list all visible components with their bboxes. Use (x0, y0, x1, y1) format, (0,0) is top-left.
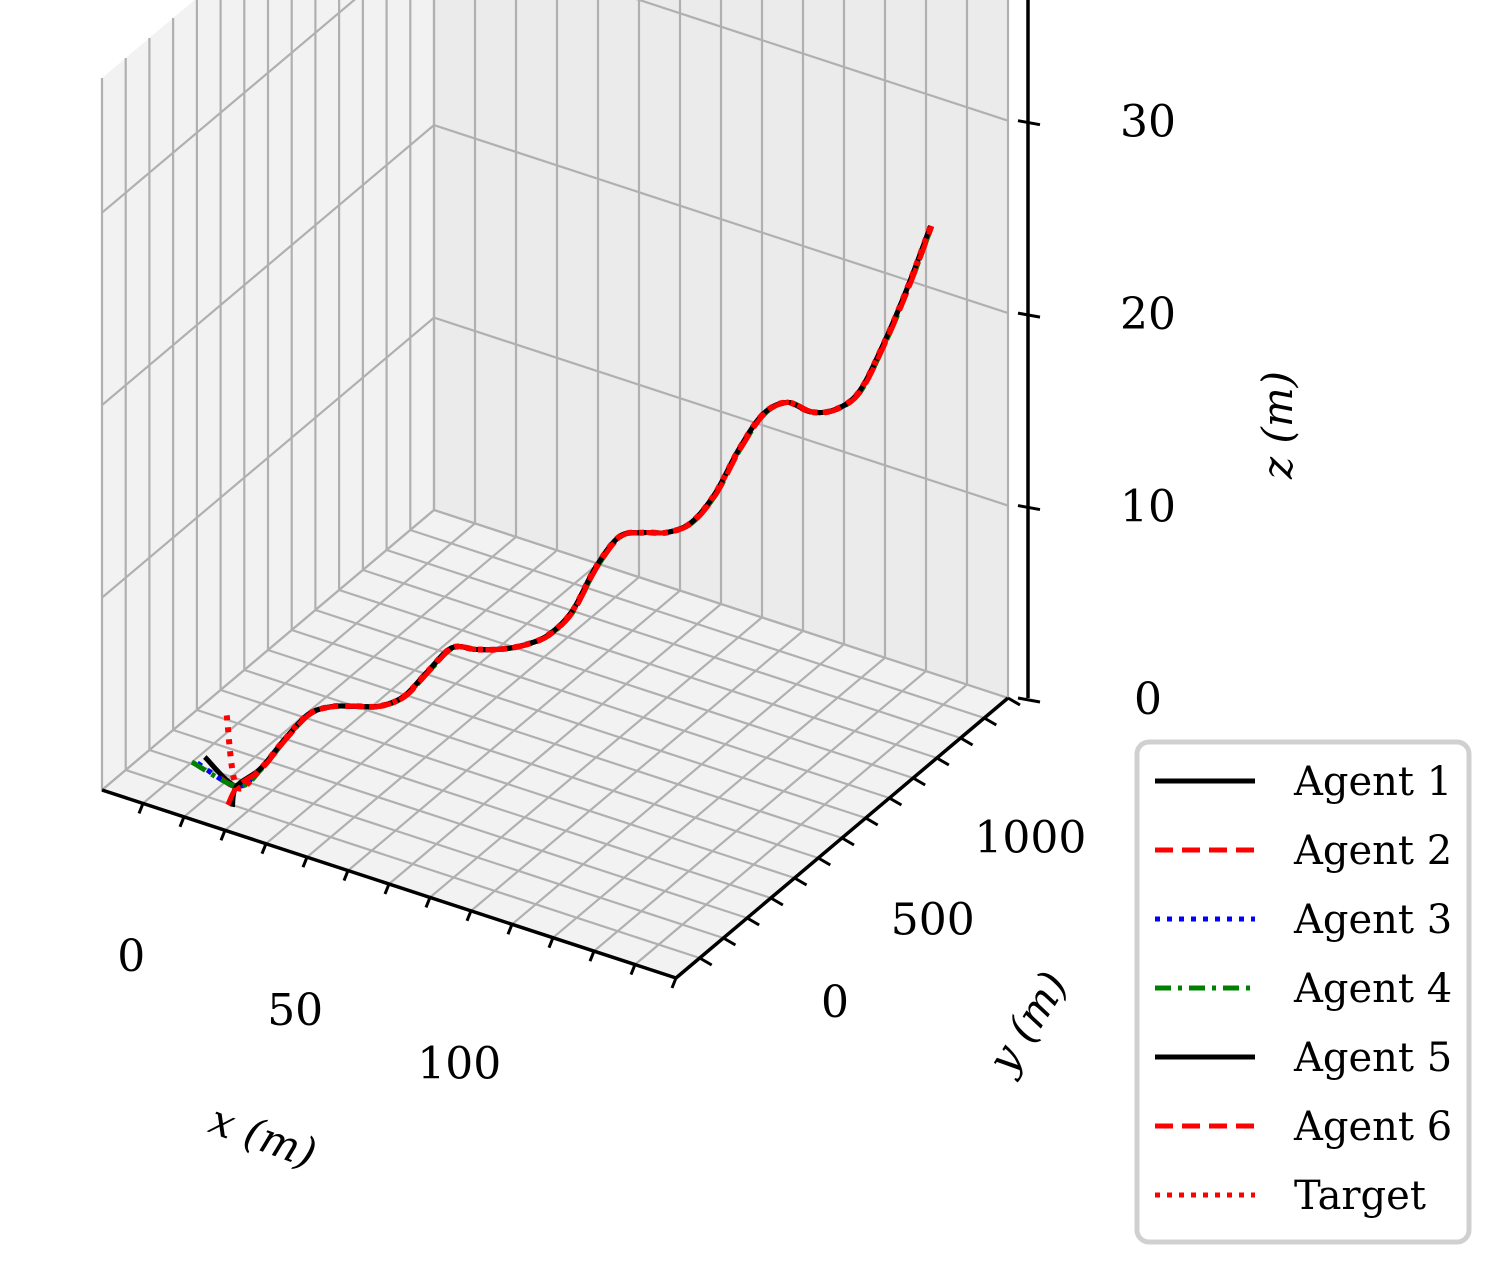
x-tick-mark (547, 937, 555, 949)
x-tick-mark (137, 802, 145, 814)
z-tick-label: 20 (1120, 289, 1176, 340)
x-tick-mark (301, 856, 309, 868)
x-tick-mark (506, 923, 514, 935)
x-tick-label: 100 (417, 1039, 501, 1090)
y-tick-label: 0 (821, 977, 849, 1028)
grid-line-z (101, 0, 1009, 214)
z-tick-label: 30 (1120, 97, 1176, 148)
grid-line-z (101, 123, 1009, 406)
legend-entry-label: Target (1294, 1173, 1426, 1219)
y-tick-mark (817, 856, 832, 867)
legend-entry-label: Agent 5 (1293, 1035, 1452, 1081)
z-tick-mark (1017, 311, 1041, 319)
axes-panes (102, 0, 1008, 978)
legend-entry-label: Agent 4 (1293, 966, 1452, 1012)
y-tick-mark (936, 756, 950, 767)
x-tick-mark (588, 950, 596, 962)
z-tick-mark (1017, 504, 1041, 512)
y-tick-mark (841, 836, 855, 847)
x-tick-mark (465, 910, 473, 922)
x-tick-mark (178, 816, 186, 828)
x-tick-mark (629, 964, 637, 976)
y-tick-mark (983, 716, 998, 727)
z-tick-mark (1017, 119, 1041, 127)
x-tick-mark (260, 843, 268, 855)
x-tick-mark (342, 870, 350, 882)
y-tick-mark (746, 916, 760, 927)
legend: Agent 1 Agent 2 Agent 3 Agent 4 Agent 5 Agent… (1134, 739, 1472, 1245)
legend-frame (1134, 739, 1472, 1245)
y-tick-label: 1000 (974, 812, 1086, 863)
x-tick-label: 0 (117, 931, 145, 982)
x-tick-mark (383, 883, 391, 895)
y-tick-mark (770, 896, 784, 907)
legend-entry-label: Agent 3 (1293, 897, 1452, 943)
trajectory-series (190, 225, 935, 808)
legend-entry-label: Agent 6 (1293, 1104, 1452, 1150)
x-axis-label: x (m) (203, 1095, 323, 1179)
y-tick-label: 500 (891, 895, 975, 946)
x-tick-mark (424, 896, 432, 908)
y-tick-mark (722, 936, 737, 947)
x-tick-label: 50 (267, 985, 323, 1036)
legend-entry-label: Agent 1 (1293, 759, 1452, 805)
y-axis-label: y (m) (977, 963, 1078, 1084)
z-tick-label: 10 (1120, 482, 1176, 533)
y-tick-mark (793, 876, 808, 887)
y-tick-mark (698, 956, 713, 967)
z-axis-label: z (m) (1253, 371, 1302, 480)
grid-line-z (101, 508, 1009, 791)
x-tick-mark (670, 977, 678, 989)
grid-line-z (101, 316, 1009, 599)
y-tick-mark (959, 736, 974, 747)
y-tick-mark (864, 816, 879, 827)
z-tick-mark (1017, 696, 1041, 704)
y-tick-mark (888, 796, 903, 807)
y-tick-mark (912, 776, 926, 787)
legend-entry-label: Agent 2 (1293, 828, 1452, 874)
axes-grid (100, 0, 1010, 980)
z-tick-label: 0 (1134, 674, 1162, 725)
y-tick-mark (1007, 696, 1021, 707)
x-tick-mark (219, 829, 227, 841)
